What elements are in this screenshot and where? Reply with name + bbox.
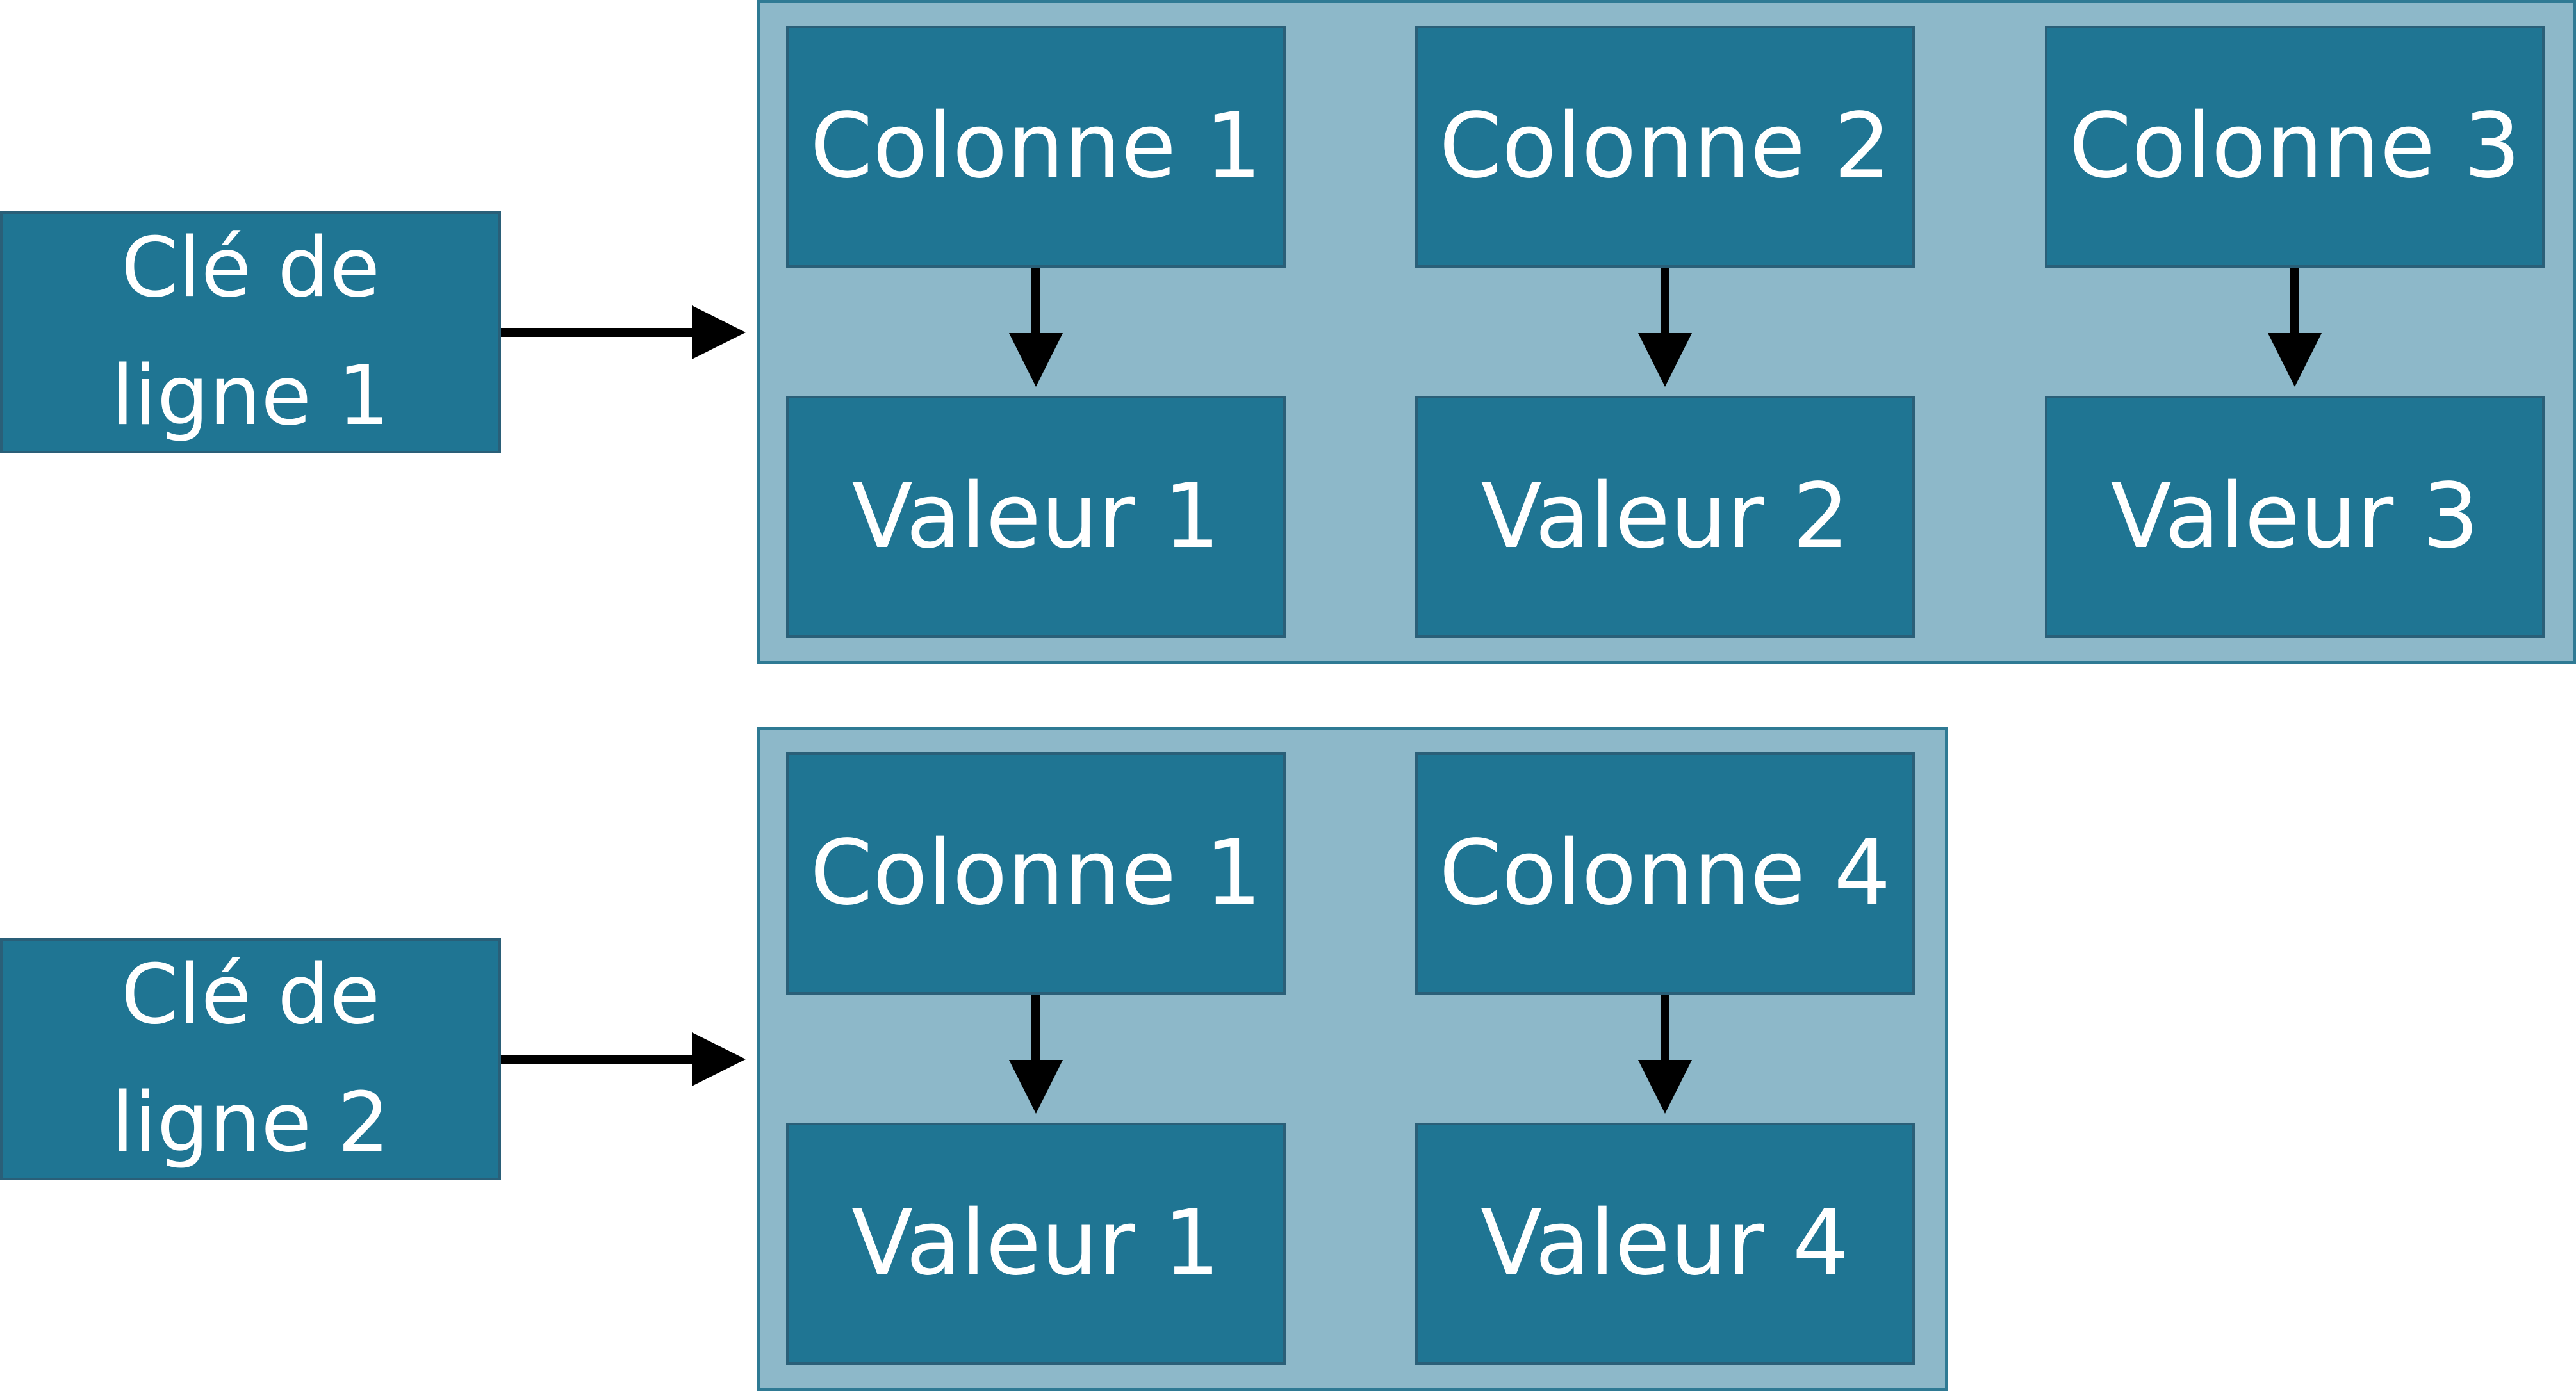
value-box-r2-c2: Valeur 4 <box>1415 1123 1915 1365</box>
column-box-r2-c1: Colonne 1 <box>786 752 1286 995</box>
column-label: Colonne 1 <box>810 94 1262 199</box>
value-box-r1-c3: Valeur 3 <box>2045 396 2545 638</box>
column-box-r1-c3: Colonne 3 <box>2045 26 2545 268</box>
value-label: Valeur 4 <box>1481 1191 1850 1296</box>
value-box-r1-c2: Valeur 2 <box>1415 396 1915 638</box>
column-box-r1-c1: Colonne 1 <box>786 26 1286 268</box>
value-label: Valeur 3 <box>2110 464 2479 569</box>
value-box-r1-c1: Valeur 1 <box>786 396 1286 638</box>
value-label: Valeur 2 <box>1481 464 1850 569</box>
column-label: Colonne 1 <box>810 821 1262 925</box>
column-label: Colonne 4 <box>1439 821 1891 925</box>
row-key-1-label: Clé de ligne 1 <box>111 220 390 444</box>
row-key-2-label: Clé de ligne 2 <box>111 947 390 1171</box>
value-label: Valeur 1 <box>851 1191 1220 1296</box>
column-label: Colonne 3 <box>2069 94 2521 199</box>
column-box-r2-c2: Colonne 4 <box>1415 752 1915 995</box>
column-label: Colonne 2 <box>1439 94 1891 199</box>
row-key-2: Clé de ligne 2 <box>0 938 501 1180</box>
column-box-r1-c2: Colonne 2 <box>1415 26 1915 268</box>
row-key-1: Clé de ligne 1 <box>0 211 501 453</box>
value-box-r2-c1: Valeur 1 <box>786 1123 1286 1365</box>
value-label: Valeur 1 <box>851 464 1220 569</box>
